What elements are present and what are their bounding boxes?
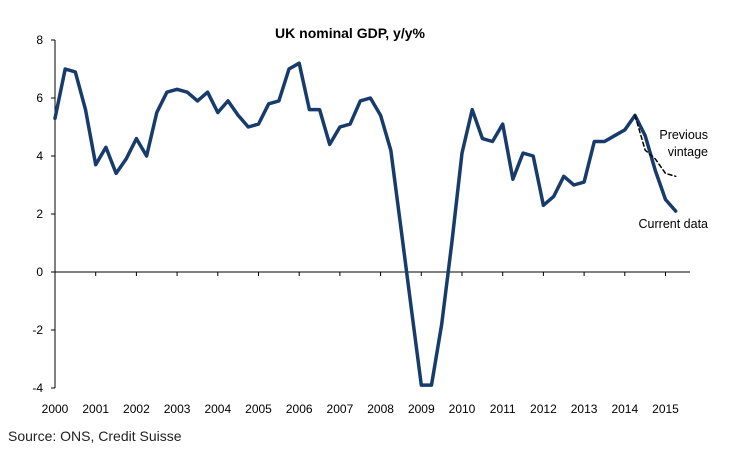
chart-title: UK nominal GDP, y/y%	[275, 25, 425, 41]
y-tick-label: 8	[36, 33, 43, 47]
x-tick-label: 2008	[367, 402, 394, 416]
x-tick-label: 2005	[245, 402, 272, 416]
series-line-current-data	[53, 61, 678, 387]
x-tick-label: 2010	[449, 402, 476, 416]
x-tick-label: 2003	[164, 402, 191, 416]
series-line-previous-vintage	[634, 114, 677, 178]
x-ticks: 2000 2001 2002 2003 2004 2005 2006 2007 2008 2009…	[42, 272, 679, 416]
source-note: Source: ONS, Credit Suisse	[8, 428, 182, 444]
y-tick-label: -4	[32, 381, 43, 395]
x-tick-label: 2013	[571, 402, 598, 416]
x-tick-label: 2002	[123, 402, 150, 416]
y-tick-label: -2	[32, 323, 43, 337]
x-tick-label: 2000	[42, 402, 69, 416]
annotation-previous-vintage-line2: vintage	[668, 145, 708, 159]
y-tick-label: 6	[36, 91, 43, 105]
annotation-previous-vintage-line1: Previous	[659, 128, 708, 142]
x-tick-label: 2004	[204, 402, 231, 416]
x-tick-label: 2007	[327, 402, 354, 416]
x-tick-label: 2009	[408, 402, 435, 416]
x-tick-label: 2014	[611, 402, 638, 416]
x-tick-label: 2012	[530, 402, 557, 416]
y-tick-label: 0	[36, 265, 43, 279]
y-tick-label: 4	[36, 149, 43, 163]
y-tick-label: 2	[36, 207, 43, 221]
x-tick-label: 2011	[490, 402, 516, 416]
x-tick-label: 2006	[286, 402, 313, 416]
x-tick-label: 2001	[82, 402, 109, 416]
annotation-current-data: Current data	[639, 217, 709, 231]
series-layer	[53, 61, 678, 387]
x-tick-label: 2015	[652, 402, 679, 416]
y-ticks: 8 6 4 2 0 -2 -4	[32, 33, 55, 395]
